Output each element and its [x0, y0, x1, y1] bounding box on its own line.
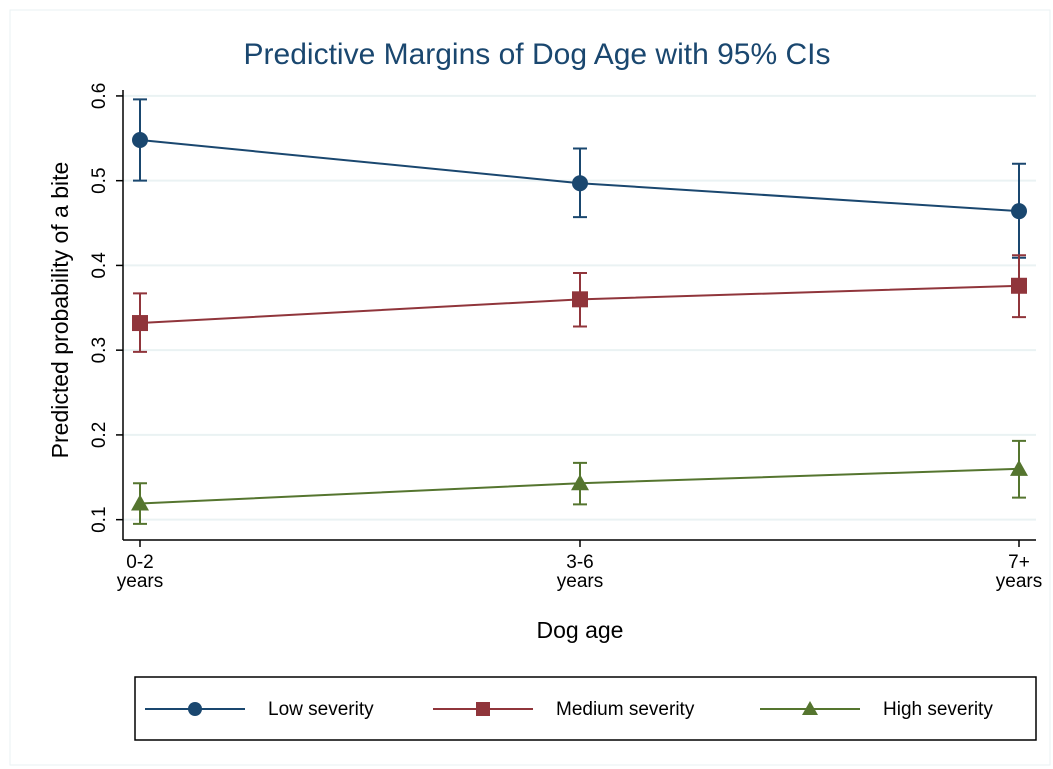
marker	[131, 494, 149, 511]
y-tick-label: 0.6	[89, 83, 110, 109]
marker	[572, 291, 588, 308]
x-axis-label: Dog age	[537, 617, 624, 643]
legend-label: High severity	[883, 699, 993, 720]
legend-label: Medium severity	[556, 699, 695, 720]
x-tick-label: 3-6 years	[556, 552, 604, 592]
y-tick-label: 0.3	[89, 337, 110, 363]
chart-border	[9, 9, 1051, 766]
marker	[571, 474, 589, 491]
marker	[132, 315, 148, 332]
y-axis-label: Predicted probability of a bite	[47, 162, 73, 459]
y-tick-label: 0.4	[89, 252, 110, 279]
chart-title: Predictive Margins of Dog Age with 95% C…	[244, 38, 831, 71]
marker	[1010, 459, 1028, 476]
x-tick-label: 7+ years	[995, 552, 1043, 592]
y-tick-label: 0.2	[89, 422, 110, 448]
marker	[132, 132, 148, 148]
x-tick-label: 0-2 years	[116, 552, 164, 592]
y-tick-label: 0.1	[89, 506, 110, 532]
legend-marker	[188, 702, 202, 716]
marker	[1011, 203, 1027, 220]
marker	[1011, 277, 1027, 294]
legend-marker	[802, 701, 818, 715]
legend-box	[134, 676, 1037, 741]
legend-label: Low severity	[268, 699, 374, 720]
y-tick-label: 0.5	[89, 167, 110, 193]
legend-marker	[476, 702, 490, 716]
marker	[572, 175, 588, 192]
